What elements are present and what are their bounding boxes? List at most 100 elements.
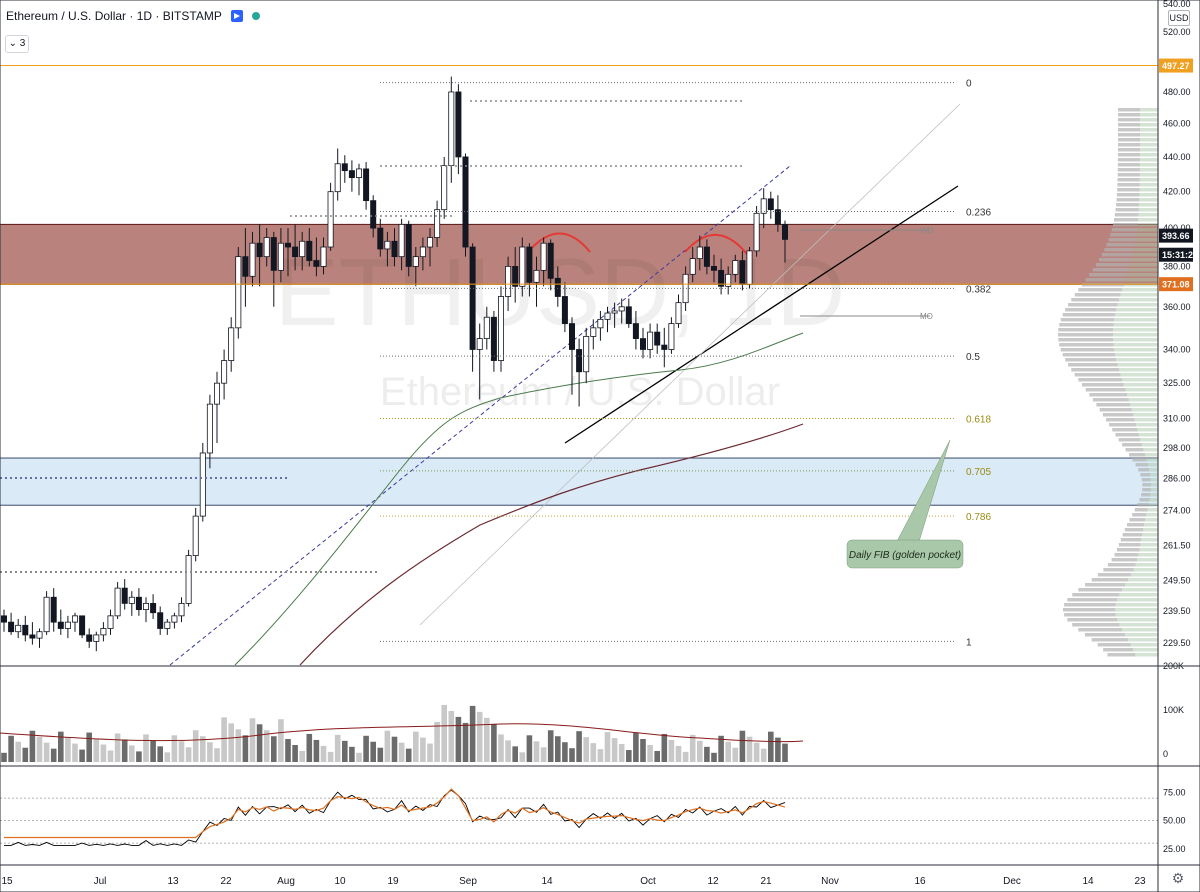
volume-profile-bar (1115, 353, 1158, 357)
symbol-title[interactable]: Ethereum / U.S. Dollar · 1D · BITSTAMP (6, 9, 222, 23)
price-tick-label: 520.00 (1163, 27, 1191, 37)
volume-bar (292, 744, 298, 762)
candle-body (22, 624, 29, 636)
volume-bar (72, 743, 78, 762)
candle-body (597, 318, 604, 329)
volume-bar (633, 733, 639, 762)
volume-profile-bar (1117, 303, 1158, 307)
volume-profile-bar (1146, 513, 1158, 517)
volume-bar (562, 742, 568, 762)
time-tick-label: 16 (914, 876, 926, 887)
candle-body (313, 260, 320, 267)
volume-profile-bar (1091, 638, 1129, 642)
volume-bar (313, 739, 320, 762)
ma-green-line (234, 332, 804, 666)
volume-bar (576, 731, 582, 762)
candle-body (114, 587, 121, 617)
fib-diagonal (419, 103, 961, 626)
countdown-tag: 15:31:29 (1162, 250, 1198, 260)
candle-body (0, 615, 7, 623)
volume-profile-bar (1146, 458, 1158, 462)
volume-bar (384, 730, 391, 762)
volume-bar (611, 738, 618, 762)
volume-profile-bar (1139, 133, 1158, 137)
time-tick-label: Aug (277, 876, 295, 887)
fib-level-label: 0 (966, 79, 972, 90)
candle-body (661, 344, 668, 350)
volume-profile-bar (1139, 138, 1158, 142)
volume-bar (58, 731, 64, 762)
volume-profile-bar (1114, 318, 1158, 322)
volume-bar (626, 750, 632, 762)
volume-profile-bar (1141, 538, 1158, 542)
volume-profile-bar (1091, 578, 1129, 582)
volume-profile-bar (1068, 363, 1118, 367)
volume-profile-bar (1115, 603, 1158, 607)
volume-profile-bar (1142, 533, 1158, 537)
volume-bar (647, 744, 653, 762)
candle-body (746, 250, 753, 285)
fib-level-label: 0.618 (966, 414, 991, 425)
candle-body (505, 266, 512, 297)
volume-profile-bar (1131, 408, 1158, 412)
volume-profile-bar (1074, 373, 1121, 377)
volume-bar (22, 747, 29, 762)
volume-profile-bar (1078, 288, 1123, 292)
volume-bar (405, 748, 412, 762)
volume-profile-bar (1117, 163, 1140, 167)
volume-bar (349, 746, 355, 762)
chevron-down-icon: ⌄ (8, 38, 18, 49)
volume-bar (441, 704, 447, 762)
volume-bar (107, 750, 114, 762)
gear-icon[interactable]: ⚙ (1171, 870, 1185, 886)
volume-profile-bar (1106, 243, 1135, 247)
rsi-tick-label: 25.00 (1163, 844, 1186, 854)
volume-profile-bar (1063, 608, 1116, 612)
candle-body (469, 246, 476, 350)
zone-bottom-price-tag: 371.08 (1162, 280, 1190, 290)
candle-body (348, 170, 355, 178)
time-tick-label: 14 (541, 876, 553, 887)
candle-body (547, 242, 554, 279)
volume-profile-bar (1138, 553, 1158, 557)
currency-unit-badge[interactable]: USD (1168, 10, 1190, 26)
trendline-support (564, 185, 959, 444)
volume-profile-bar (1085, 388, 1126, 392)
candle-body (355, 168, 362, 178)
time-tick-label: Sep (459, 876, 477, 887)
candle-body (320, 246, 327, 267)
volume-bar (363, 735, 369, 762)
volume-profile-bar (1117, 618, 1158, 622)
indicator-collapse-button[interactable]: ⌄ 3 (5, 35, 29, 53)
volume-profile-bar (1134, 418, 1158, 422)
volume-profile-bar (1078, 588, 1123, 592)
volume-profile-bar (1120, 538, 1142, 542)
volume-profile-bar (1117, 598, 1158, 602)
candle-body (370, 200, 377, 229)
fib-top-price-tag: 497.27 (1162, 61, 1190, 71)
candle-body (185, 555, 192, 604)
rsi-pane: 75.00 50.00 25.00 (0, 788, 1186, 854)
flag-icon[interactable] (230, 10, 243, 22)
volume-bar (413, 731, 419, 762)
volume-profile-bar (1133, 568, 1158, 572)
countdown-tag-bg (1159, 247, 1193, 262)
volume-profile-bar (1143, 528, 1158, 532)
candle-body (242, 256, 249, 277)
annotation-layer: Daily FIB (golden pocket) (846, 439, 964, 569)
price-tick-label: 540.00 (1163, 0, 1191, 9)
candle-body (497, 296, 504, 361)
volume-profile-bar (1084, 633, 1126, 637)
volume-bar (753, 742, 760, 762)
indicator-count: 3 (19, 38, 26, 49)
volume-bar (697, 740, 703, 762)
volume-bar (207, 742, 213, 762)
last-price-tag-bg (1159, 228, 1193, 243)
candle-body (171, 615, 178, 623)
candle-body (526, 246, 533, 283)
volume-bar (476, 711, 483, 762)
volume-profile-bar (1111, 558, 1138, 562)
candle-body (249, 242, 256, 277)
volume-bar (121, 739, 128, 762)
